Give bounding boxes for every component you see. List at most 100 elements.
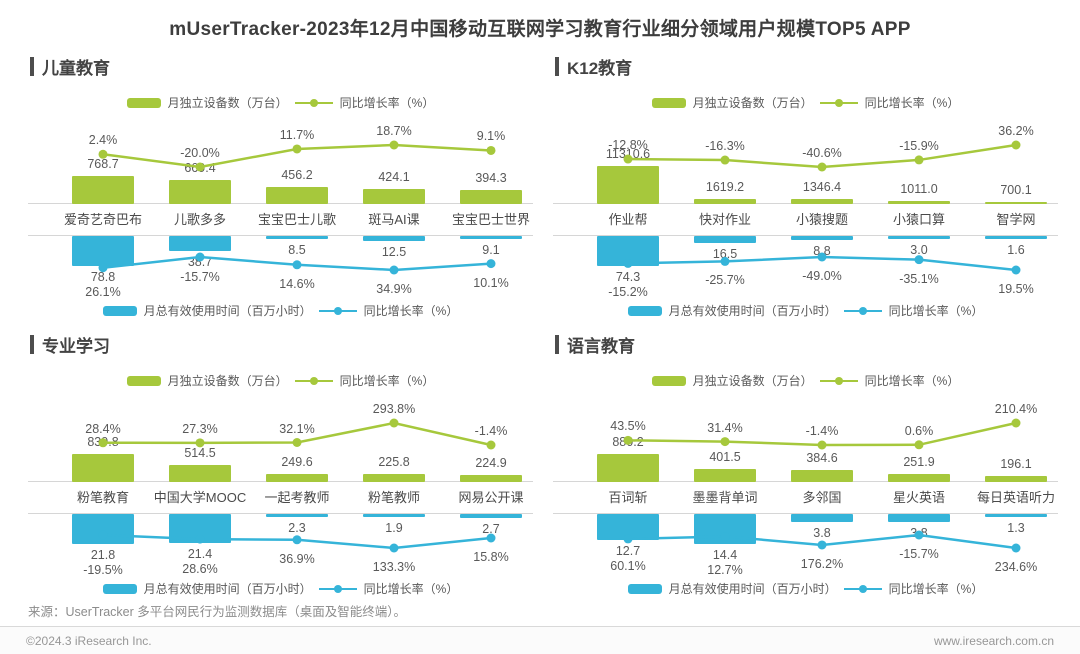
device-bar — [888, 200, 950, 204]
section-title: 专业学习 — [42, 337, 110, 356]
usage-value-label: 3.8 — [813, 525, 831, 540]
app-name: 宝宝巴士儿歌 — [257, 212, 337, 227]
usage-growth-legend-icon — [318, 306, 357, 315]
device-growth-label: 27.3% — [182, 421, 218, 436]
app-name: 网易公开课 — [458, 490, 524, 505]
usage-value-label: 9.1 — [482, 243, 500, 258]
title-accent-bar — [555, 57, 559, 76]
usage-bar — [791, 236, 853, 240]
usage-legend: 月总有效使用时间（百万小时） 同比增长率（%） — [553, 580, 1058, 597]
device-bar — [72, 176, 134, 204]
device-growth-label: 36.2% — [998, 124, 1034, 138]
usage-bar-legend-swatch — [102, 305, 137, 316]
device-bar — [694, 198, 756, 204]
usage-value-label: 8.5 — [288, 243, 306, 258]
copyright-text: ©2024.3 iResearch Inc. — [26, 633, 152, 648]
devices-trend-point — [1011, 418, 1021, 428]
devices-trend-point — [720, 437, 730, 447]
usage-value-label: 38.7 — [187, 254, 213, 269]
devices-trend-line — [102, 143, 492, 169]
devices-trend-point — [292, 144, 302, 154]
device-growth-label: -1.4% — [474, 424, 508, 438]
usage-value-label: 1.3 — [1007, 520, 1025, 535]
app-name: 一起考教师 — [264, 490, 330, 505]
usage-growth-label: 176.2% — [800, 556, 844, 571]
title-accent-bar — [30, 335, 34, 354]
devices-trend-point — [486, 145, 496, 155]
usage-trend-point — [1011, 543, 1021, 553]
usage-bar — [363, 514, 425, 517]
usage-bar — [597, 514, 659, 541]
usage-growth-legend-icon — [843, 306, 882, 315]
device-value-label: 224.9 — [475, 455, 507, 470]
device-bar — [985, 201, 1047, 204]
legend-dot — [858, 306, 867, 315]
device-value-label: 196.1 — [1000, 456, 1032, 471]
footer-bar: ©2024.3 iResearch Inc. www.iresearch.com… — [0, 626, 1080, 654]
axis-baseline-2 — [28, 235, 533, 236]
devices-legend: 月独立设备数（万台） 同比增长率（%） — [553, 372, 1058, 389]
device-value-label: 1346.4 — [802, 180, 842, 195]
usage-growth-legend-icon — [318, 584, 357, 593]
usage-value-label: 3.8 — [910, 525, 928, 540]
app-name: 宝宝巴士世界 — [451, 212, 531, 227]
usage-growth-label: 133.3% — [372, 560, 416, 574]
devices-legend: 月独立设备数（万台） 同比增长率（%） — [553, 94, 1058, 111]
usage-bar — [597, 236, 659, 266]
legend-dot — [333, 306, 342, 315]
page-title: mUserTracker-2023年12月中国移动互联网学习教育行业细分领域用户… — [169, 19, 911, 40]
usage-bar — [985, 514, 1047, 517]
devices-growth-legend-icon — [294, 376, 333, 385]
section-header: 专业学习 — [30, 332, 110, 357]
device-bar — [363, 474, 425, 482]
devices-growth-legend-icon — [819, 98, 858, 107]
website-text: www.iresearch.com.cn — [933, 633, 1054, 648]
device-growth-label: -1.4% — [805, 424, 839, 438]
usage-growth-label: -15.7% — [180, 269, 220, 284]
device-value-label: 669.4 — [184, 160, 216, 175]
app-name: 百词斩 — [608, 490, 648, 505]
usage-value-label: 1.6 — [1007, 242, 1025, 257]
usage-bar — [363, 236, 425, 241]
devices-bar-legend-label: 月独立设备数（万台） — [692, 374, 813, 388]
device-growth-label: -40.6% — [802, 146, 842, 160]
devices-trend-point — [1011, 140, 1021, 150]
usage-value-label: 1.9 — [385, 520, 403, 535]
device-growth-label: 18.7% — [376, 124, 412, 138]
usage-trend-point — [1011, 265, 1021, 275]
usage-bar — [460, 514, 522, 518]
usage-value-label: 3.0 — [910, 242, 928, 257]
usage-trend-point — [292, 260, 302, 270]
devices-bar-legend-label: 月独立设备数（万台） — [167, 374, 288, 388]
usage-value-label: 14.4 — [712, 548, 738, 562]
devices-trend-point — [389, 418, 399, 428]
app-name: 每日英语听力 — [976, 490, 1056, 505]
usage-bar — [985, 236, 1047, 239]
device-growth-label: 210.4% — [994, 402, 1038, 416]
section-header: 儿童教育 — [30, 54, 110, 79]
devices-bar-legend-swatch — [126, 375, 161, 386]
axis-baseline-2 — [28, 513, 533, 514]
title-accent-bar — [555, 335, 559, 354]
legend-dot — [834, 98, 843, 107]
usage-bar-legend-label: 月总有效使用时间（百万小时） — [143, 304, 312, 318]
usage-value-label: 2.3 — [288, 521, 306, 536]
section-professional-learning: 专业学习 月独立设备数（万台） 同比增长率（%） 839.8 28.4% 粉笔教育 21.8… — [28, 330, 533, 602]
usage-trend-point — [389, 543, 399, 553]
devices-growth-legend-label: 同比增长率（%） — [864, 96, 960, 110]
usage-bar — [266, 236, 328, 240]
usage-bar-legend-label: 月总有效使用时间（百万小时） — [668, 582, 837, 596]
usage-bar-legend-swatch — [627, 305, 662, 316]
section-header: K12教育 — [555, 54, 632, 79]
usage-value-label: 8.8 — [813, 243, 831, 258]
device-value-label: 1619.2 — [705, 179, 745, 194]
device-bar — [169, 179, 231, 204]
charts-grid: 儿童教育 月独立设备数（万台） 同比增长率（%） 768.7 2.4% 爱奇艺奇巴布 78.… — [28, 52, 1058, 602]
usage-growth-label: 14.6% — [279, 276, 315, 291]
section-title: 语言教育 — [567, 337, 635, 356]
device-bar — [985, 475, 1047, 482]
devices-bar-legend-swatch — [651, 97, 686, 108]
usage-bar — [694, 514, 756, 544]
device-bar — [266, 473, 328, 482]
device-value-label: 700.1 — [1000, 182, 1032, 197]
